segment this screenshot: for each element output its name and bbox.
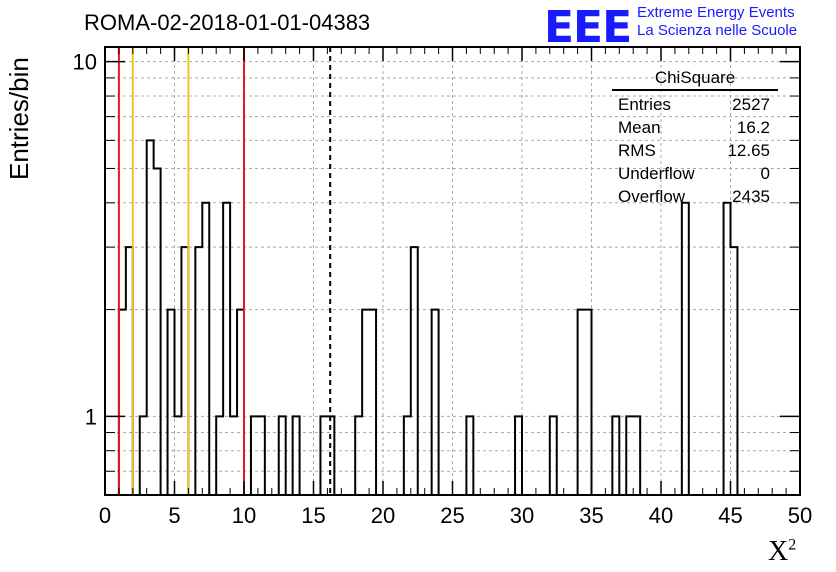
- stats-label: Overflow: [618, 187, 686, 206]
- x-tick-label: 10: [232, 503, 256, 528]
- x-tick-label: 50: [788, 503, 812, 528]
- x-tick-label: 45: [718, 503, 742, 528]
- stats-value: 12.65: [727, 141, 770, 160]
- x-tick-label: 0: [99, 503, 111, 528]
- logo-caption: Extreme Energy Events La Scienza nelle S…: [637, 4, 797, 40]
- x-axis-label-base: X: [768, 536, 789, 567]
- y-tick-label: 10: [73, 50, 97, 75]
- x-axis-label: X2: [768, 536, 796, 568]
- stats-rows: Entries 2527 Mean 16.2 RMS 12.65 Underflow 0 Ove…: [612, 93, 778, 208]
- y-tick-label: 1: [85, 404, 97, 429]
- x-tick-label: 35: [579, 503, 603, 528]
- stats-value: 2435: [732, 187, 770, 206]
- stats-label: Underflow: [618, 164, 695, 183]
- stats-row-underflow: Underflow 0: [612, 162, 778, 185]
- stats-value: 0: [760, 164, 770, 183]
- x-tick-label: 15: [301, 503, 325, 528]
- stats-row-entries: Entries 2527: [612, 93, 778, 116]
- stats-label: Mean: [618, 118, 661, 137]
- stats-label: RMS: [618, 141, 656, 160]
- x-tick-label: 40: [649, 503, 673, 528]
- stats-title: ChiSquare: [612, 68, 778, 91]
- stats-label: Entries: [618, 95, 671, 114]
- stats-box: ChiSquare Entries 2527 Mean 16.2 RMS 12.65 Und…: [612, 68, 778, 208]
- stats-row-rms: RMS 12.65: [612, 139, 778, 162]
- eee-logo: EEE: [544, 2, 632, 53]
- y-axis-label: Entries/bin: [4, 57, 34, 180]
- chart-title: ROMA-02-2018-01-01-04383: [84, 10, 371, 35]
- x-tick-label: 5: [168, 503, 180, 528]
- x-tick-label: 20: [371, 503, 395, 528]
- x-tick-label: 30: [510, 503, 534, 528]
- stats-row-mean: Mean 16.2: [612, 116, 778, 139]
- stats-row-overflow: Overflow 2435: [612, 185, 778, 208]
- logo-caption-line1: Extreme Energy Events: [637, 4, 795, 21]
- x-tick-label: 25: [440, 503, 464, 528]
- x-axis-label-superscript: 2: [788, 536, 797, 554]
- stats-value: 2527: [732, 95, 770, 114]
- logo-caption-line2: La Scienza nelle Scuole: [637, 22, 798, 39]
- stats-value: 16.2: [736, 118, 770, 137]
